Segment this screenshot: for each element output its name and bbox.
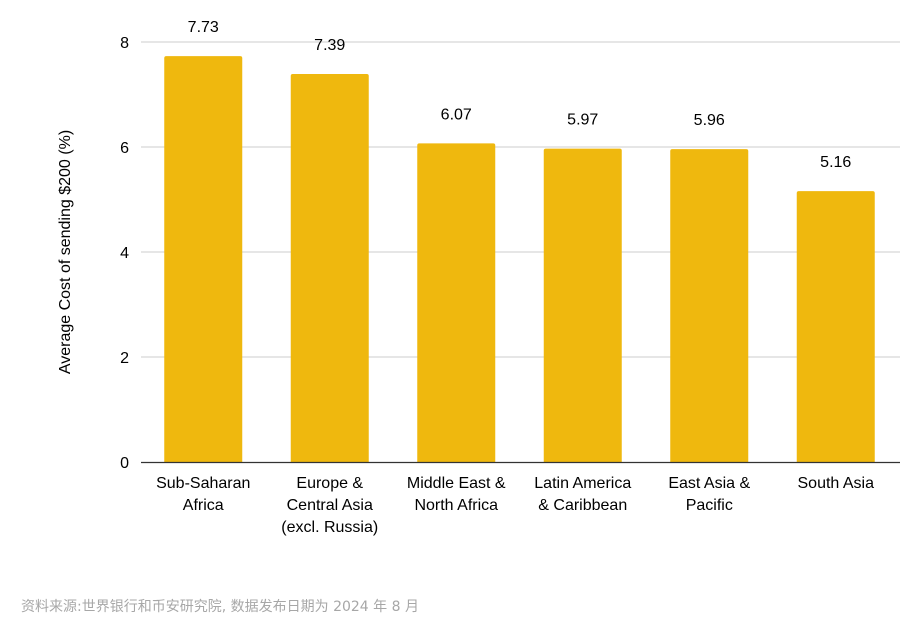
y-tick-label: 6 — [120, 140, 129, 157]
data-label: 5.96 — [694, 112, 725, 129]
x-category-label: Sub-Saharan Africa — [156, 475, 250, 514]
x-category-label-line: & Caribbean — [538, 497, 627, 514]
y-tick-label: 8 — [120, 35, 129, 52]
x-category-label-line: Europe & — [296, 475, 363, 492]
bar — [417, 143, 496, 462]
bar — [670, 149, 749, 462]
bar — [543, 148, 622, 462]
data-label: 5.16 — [820, 154, 851, 171]
x-category-label-line: Central Asia — [287, 497, 373, 514]
x-category-label: Middle East & North Africa — [407, 475, 506, 514]
x-category-label: Europe & Central Asia (excl. Russia) — [281, 475, 378, 536]
x-category-label-line: Latin America — [534, 475, 631, 492]
x-category-label-line: Middle East & — [407, 475, 506, 492]
y-axis-title: Average Cost of sending $200 (%) — [57, 130, 74, 374]
source-note: 资料来源:世界银行和币安研究院, 数据发布日期为 2024 年 8 月 — [21, 599, 419, 615]
bar — [164, 56, 243, 463]
x-category-label-line: North Africa — [414, 497, 498, 514]
bar — [290, 74, 369, 463]
data-labels: 7.73 7.39 6.07 5.97 5.96 5.16 — [188, 19, 852, 171]
x-category-label-line: Sub-Saharan — [156, 475, 250, 492]
x-category-label-line: Pacific — [686, 497, 733, 514]
x-category-label-line: (excl. Russia) — [281, 519, 378, 536]
x-category-label: Latin America & Caribbean — [534, 475, 631, 514]
x-axis-category-labels: Sub-Saharan Africa Europe & Central Asia (ex… — [156, 475, 874, 536]
x-category-label-line: East Asia & — [668, 475, 750, 492]
data-label: 7.39 — [314, 37, 345, 54]
y-tick-label: 2 — [120, 350, 129, 367]
y-axis-ticks: 0 2 4 6 8 — [120, 35, 129, 472]
bar-chart: 0 2 4 6 8 Sub-Saharan Africa Europe & Central A… — [57, 19, 900, 536]
data-label: 5.97 — [567, 112, 598, 129]
y-tick-label: 4 — [120, 245, 129, 262]
x-category-label: South Asia — [798, 475, 875, 492]
y-tick-label: 0 — [120, 455, 129, 472]
data-label: 6.07 — [441, 106, 472, 123]
gridlines — [141, 41, 900, 358]
x-category-label: East Asia & Pacific — [668, 475, 750, 514]
bars — [164, 56, 875, 463]
x-category-label-line: South Asia — [798, 475, 875, 492]
bar — [796, 191, 875, 462]
chart-area: 0 2 4 6 8 Sub-Saharan Africa Europe & Central A… — [57, 19, 900, 536]
data-label: 7.73 — [188, 19, 219, 36]
x-category-label-line: Africa — [183, 497, 224, 514]
